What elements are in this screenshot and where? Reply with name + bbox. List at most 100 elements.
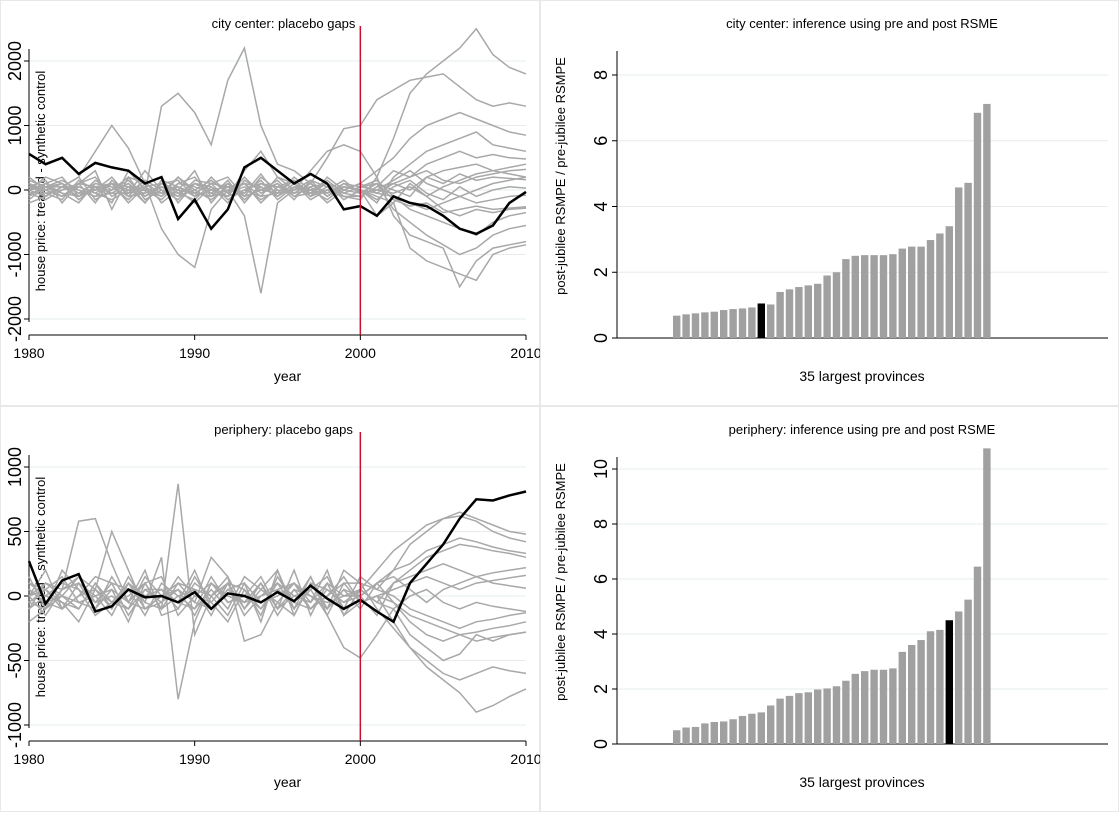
chart-title: periphery: placebo gaps	[214, 422, 353, 437]
bar	[804, 285, 812, 338]
bar	[861, 671, 869, 744]
bar	[898, 651, 906, 744]
placebo-line	[28, 562, 527, 617]
bar	[757, 712, 765, 744]
x-tick-label: 1980	[13, 751, 44, 767]
bar	[983, 448, 991, 744]
placebo-line	[28, 124, 527, 294]
x-tick-label: 1990	[179, 345, 210, 361]
x-axis-label: year	[274, 368, 302, 384]
bar	[926, 631, 935, 744]
bar	[738, 308, 747, 338]
bar	[729, 309, 737, 338]
bar	[973, 566, 982, 744]
bar	[870, 255, 878, 338]
bar	[682, 727, 690, 744]
bar	[945, 226, 953, 338]
placebo-line	[29, 179, 527, 214]
y-tick-label: 0	[5, 591, 25, 601]
bar	[776, 291, 784, 338]
bar	[964, 182, 972, 338]
bar	[861, 255, 869, 338]
bar	[710, 722, 718, 744]
bar	[785, 695, 794, 744]
y-tick-label: 1000	[5, 447, 25, 487]
y-tick-label: 2	[591, 267, 611, 277]
bar	[983, 103, 991, 339]
bar	[682, 314, 690, 338]
bar	[720, 721, 728, 744]
y-tick-label: -500	[5, 642, 25, 678]
bar	[785, 289, 794, 338]
bar	[889, 668, 897, 744]
bar-treated	[757, 303, 765, 338]
bar	[823, 275, 831, 338]
y-tick-label: -1000	[5, 702, 25, 748]
bar	[973, 112, 982, 339]
placebo-line	[28, 179, 527, 201]
panel-city-center-inference: 0 2 4 6 8 city center: inference using pre an…	[540, 0, 1119, 406]
bar	[879, 255, 888, 338]
bar	[748, 307, 756, 338]
bar	[936, 233, 944, 338]
y-axis-label: post-jubilee RSMPE / pre-jubilee RSMPE	[553, 463, 568, 701]
x-tick-label: 2010	[510, 751, 541, 767]
bar	[908, 645, 916, 744]
bar	[832, 686, 841, 744]
chart-city-center-placebo-gaps: -2000 -1000 0 1000 2000 1980 1990 2000 2010 city …	[5, 16, 542, 384]
bar	[842, 259, 850, 338]
bar	[767, 304, 775, 338]
x-tick-label: 1990	[179, 751, 210, 767]
placebo-line	[28, 575, 527, 617]
bar	[691, 313, 700, 338]
y-tick-label: 500	[5, 516, 25, 546]
bar	[955, 187, 963, 338]
treated-line	[27, 490, 527, 624]
y-tick-label: 0	[591, 739, 611, 749]
y-tick-label: 8	[591, 519, 611, 529]
placebo-line	[28, 173, 527, 201]
y-tick-label: 4	[591, 629, 611, 639]
bar	[879, 669, 888, 744]
chart-title: city center: inference using pre and pos…	[726, 16, 998, 31]
panel-periphery-inference: 0 2 4 6 8 10 periphery: inference using pre an…	[540, 406, 1119, 812]
chart-periphery-placebo-gaps: -1000 -500 0 500 1000 1980 1990 2000 2010 periphe…	[5, 422, 542, 790]
panel-city-center-placebo: -2000 -1000 0 1000 2000 1980 1990 2000 2010 city …	[0, 0, 542, 406]
x-axis-label: year	[274, 774, 302, 790]
placebo-line	[28, 168, 527, 198]
chart-title: city center: placebo gaps	[212, 16, 356, 31]
y-tick-label: 0	[5, 185, 25, 195]
bar	[804, 692, 812, 744]
x-axis-label: 35 largest provinces	[799, 774, 924, 790]
placebo-line	[28, 575, 527, 642]
bar	[898, 248, 906, 338]
y-tick-label: -1000	[5, 231, 25, 277]
y-tick-label: 0	[591, 333, 611, 343]
bar	[842, 680, 850, 744]
placebo-line	[28, 575, 527, 611]
bar	[964, 599, 972, 744]
bar	[955, 611, 963, 744]
y-tick-label: 2000	[5, 41, 25, 81]
bar	[748, 713, 756, 744]
bar-treated	[945, 620, 953, 744]
bar	[720, 310, 728, 338]
y-tick-label: 4	[591, 201, 611, 211]
bar	[701, 312, 709, 338]
bar	[870, 669, 878, 744]
bar	[729, 719, 737, 744]
y-tick-label: 8	[591, 70, 611, 80]
y-tick-label: 6	[591, 574, 611, 584]
bar	[738, 715, 747, 744]
x-tick-label: 1980	[13, 345, 44, 361]
bar	[691, 726, 700, 744]
chart-city-center-inference: 0 2 4 6 8 city center: inference using pre an…	[553, 16, 1108, 384]
bar	[926, 240, 935, 338]
x-tick-label: 2000	[345, 345, 376, 361]
bar	[814, 283, 822, 338]
bar	[795, 287, 803, 338]
x-tick-label: 2010	[510, 345, 541, 361]
bar	[936, 629, 944, 744]
bar	[767, 705, 775, 744]
y-tick-label: 10	[591, 459, 611, 479]
